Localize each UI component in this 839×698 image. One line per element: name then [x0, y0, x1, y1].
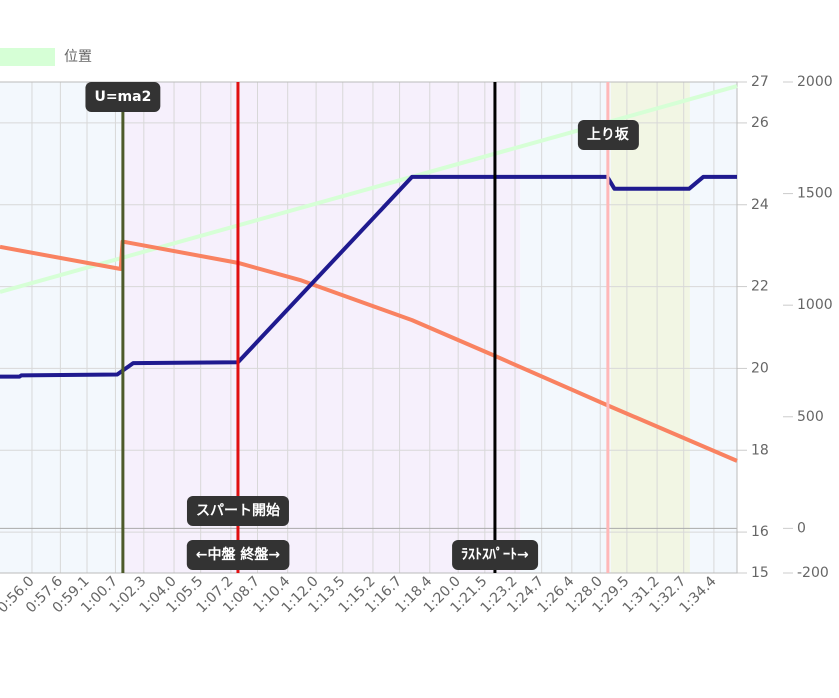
annotation-label: スパート開始	[196, 502, 280, 519]
annotation-label: 上り坂	[587, 126, 630, 143]
y-tick-label: 24	[751, 197, 769, 213]
series-line	[0, 239, 738, 463]
plot-border	[0, 81, 738, 574]
band	[520, 82, 611, 573]
annotation: 上り坂	[577, 120, 639, 150]
annotation-box	[577, 120, 639, 150]
band	[610, 82, 690, 573]
y-tick-label: 16	[751, 524, 769, 540]
y2-tick-label: 1500	[797, 186, 833, 202]
y-tick-label: 18	[751, 442, 769, 458]
series-line	[0, 174, 737, 379]
band	[122, 82, 521, 573]
annotation: ←中盤 終盤→	[186, 540, 290, 570]
y-tick-label: 15	[751, 565, 769, 581]
annotation-box	[186, 496, 289, 526]
y-tick-label: 22	[751, 279, 769, 295]
band	[0, 82, 123, 573]
y2-tick-label: 500	[797, 409, 824, 425]
y2-tick-label: 1000	[797, 297, 833, 313]
annotation-label: U=ma2	[94, 89, 151, 105]
legend-swatch	[0, 48, 55, 66]
annotation-box	[452, 540, 539, 570]
y2-tick-label: 0	[797, 520, 806, 536]
annotation-box	[85, 82, 161, 112]
annotation: U=ma2	[85, 82, 161, 112]
y2-tick-label: 2000	[797, 74, 833, 90]
y2-tick-label: -200	[797, 565, 829, 581]
annotation-label: ﾗｽﾄｽﾊﾟｰﾄ→	[461, 546, 529, 563]
annotation-box	[186, 540, 290, 570]
y-tick-label: 20	[751, 360, 769, 376]
y-tick-label: 27	[751, 74, 769, 90]
legend-label: 位置	[64, 49, 92, 65]
annotation: ﾗｽﾄｽﾊﾟｰﾄ→	[452, 540, 539, 570]
y-tick-label: 26	[751, 115, 769, 131]
annotation: スパート開始	[186, 496, 289, 526]
annotation-label: ←中盤 終盤→	[196, 546, 281, 563]
